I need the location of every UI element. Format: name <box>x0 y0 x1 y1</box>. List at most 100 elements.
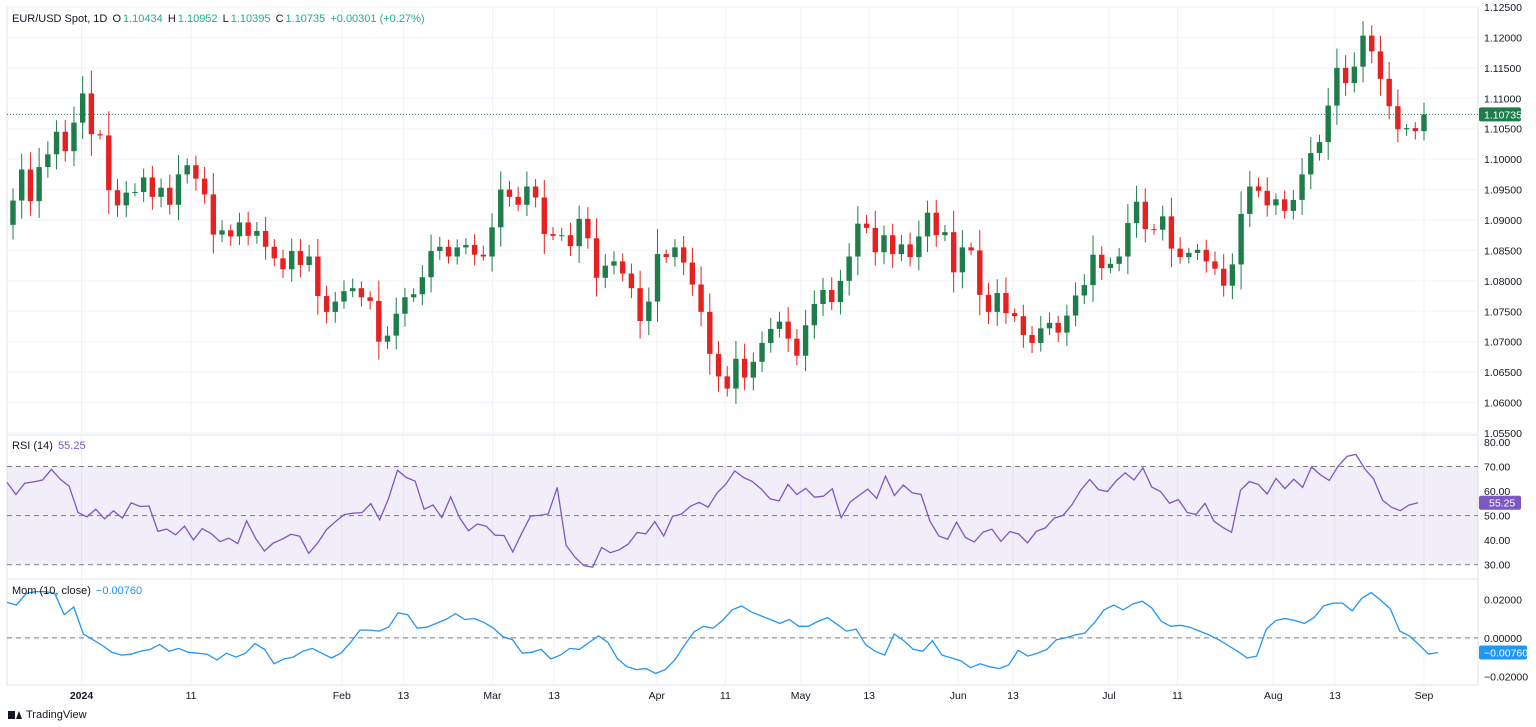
price-tick-label: 1.06500 <box>1484 367 1522 379</box>
candle-body <box>271 246 277 259</box>
candle-body <box>619 261 626 274</box>
candle-body <box>611 261 617 266</box>
candle-body <box>88 93 95 135</box>
candle-body <box>863 223 870 228</box>
candle-body <box>1186 252 1192 258</box>
candle-body <box>776 321 783 329</box>
candle-body <box>1421 114 1427 132</box>
rsi-line <box>6 453 1419 568</box>
candle-body <box>1003 293 1009 314</box>
candle-body <box>733 358 739 389</box>
candle-body <box>228 230 234 237</box>
candle-body <box>1055 322 1061 333</box>
candle-body <box>36 167 42 202</box>
candle-body <box>689 262 696 285</box>
candle-body <box>1386 78 1392 107</box>
candle-body <box>628 273 635 289</box>
candle-body <box>1290 199 1297 211</box>
rsi-tick-label: 40.00 <box>1484 535 1510 547</box>
candle-body <box>1020 316 1027 336</box>
candle-body <box>428 251 434 278</box>
rsi-tick-label: 30.00 <box>1484 560 1510 572</box>
candle-body <box>1395 106 1401 130</box>
x-tick-label: Sep <box>1415 690 1434 702</box>
low-value: 1.10395 <box>230 13 271 25</box>
price-tick-label: 1.08500 <box>1484 245 1522 257</box>
candle-body <box>419 277 426 295</box>
candle-body <box>1011 313 1018 317</box>
candle-body <box>201 178 208 195</box>
candle-body <box>1369 35 1375 52</box>
candle-body <box>785 321 791 339</box>
candle-body <box>463 244 469 248</box>
candle-body <box>489 227 495 257</box>
momentum-last-label: −0.00760 <box>1484 647 1528 659</box>
rsi-name: RSI (14) <box>12 440 53 452</box>
rsi-tick-label: 60.00 <box>1484 486 1510 498</box>
x-tick-label: 13 <box>548 690 560 702</box>
candle-body <box>567 235 574 247</box>
mom-value: −0.00760 <box>95 585 143 597</box>
price-tick-label: 1.10500 <box>1484 124 1522 136</box>
candle-body <box>1403 128 1410 130</box>
x-tick-label: Aug <box>1264 690 1283 702</box>
candle-body <box>1177 248 1183 258</box>
rsi-tick-label: 70.00 <box>1484 461 1510 473</box>
candle-body <box>1046 322 1053 329</box>
candle-body <box>1142 201 1148 230</box>
candle-body <box>306 256 312 266</box>
tradingview-logo-icon <box>8 710 22 720</box>
candle-body <box>968 247 974 251</box>
candle-body <box>97 134 103 136</box>
candle-body <box>341 291 347 302</box>
candle-body <box>532 186 539 198</box>
candle-body <box>768 328 774 343</box>
candle-body <box>289 251 295 270</box>
candle-body <box>698 284 704 312</box>
mom-legend: Mom (10, close) −0.00760 <box>12 585 144 597</box>
candle-body <box>654 254 661 302</box>
x-tick-label: 13 <box>1329 690 1341 702</box>
candle-body <box>741 358 748 378</box>
candle-body <box>210 194 217 235</box>
candle-body <box>707 311 713 354</box>
candle-body <box>907 244 913 258</box>
x-tick-label: Apr <box>649 690 666 702</box>
candle-body <box>872 227 878 253</box>
candle-body <box>515 196 521 205</box>
candle-body <box>506 189 513 197</box>
candle-body <box>977 250 983 295</box>
high-label: H <box>167 13 176 25</box>
candle-body <box>254 230 260 236</box>
rsi-tick-label: 80.00 <box>1484 437 1510 449</box>
candle-body <box>315 256 321 297</box>
candle-body <box>846 256 852 281</box>
candle-body <box>1194 249 1201 253</box>
x-tick-label: Jul <box>1102 690 1115 702</box>
candle-body <box>1377 51 1384 79</box>
candle-body <box>1273 199 1279 206</box>
candle-body <box>837 280 844 303</box>
candle-body <box>1360 35 1366 67</box>
x-tick-label: 13 <box>1007 690 1019 702</box>
candle-body <box>889 235 896 255</box>
rsi-value-tag <box>1479 495 1521 510</box>
change-value: +0.00301 (+0.27%) <box>330 13 425 25</box>
candle-body <box>811 303 818 326</box>
momentum-value-tag <box>1479 645 1527 660</box>
candle-body <box>829 289 835 303</box>
open-value: 1.10434 <box>123 13 163 25</box>
open-label: O <box>112 13 121 25</box>
candle-body <box>367 297 373 301</box>
momentum-line <box>6 590 1439 675</box>
candle-body <box>593 238 600 278</box>
candle-body <box>663 254 669 258</box>
symbol-title: EUR/USD Spot, 1D <box>12 13 108 25</box>
candle-body <box>280 258 286 270</box>
candle-body <box>193 165 199 179</box>
candle-body <box>1125 223 1131 257</box>
footer-brand[interactable]: TradingView <box>8 709 87 721</box>
x-tick-label: 11 <box>1172 690 1183 702</box>
candle-body <box>950 232 957 273</box>
